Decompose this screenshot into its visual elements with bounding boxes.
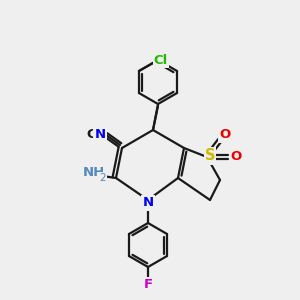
Text: S: S (205, 148, 215, 164)
Text: C: C (86, 128, 96, 140)
Text: NH: NH (83, 166, 105, 178)
Text: O: O (230, 151, 242, 164)
Text: N: N (94, 128, 106, 140)
Text: 2: 2 (100, 173, 106, 183)
Text: N: N (142, 196, 154, 209)
Text: O: O (219, 128, 231, 142)
Text: Cl: Cl (154, 53, 168, 67)
Text: F: F (143, 278, 153, 292)
